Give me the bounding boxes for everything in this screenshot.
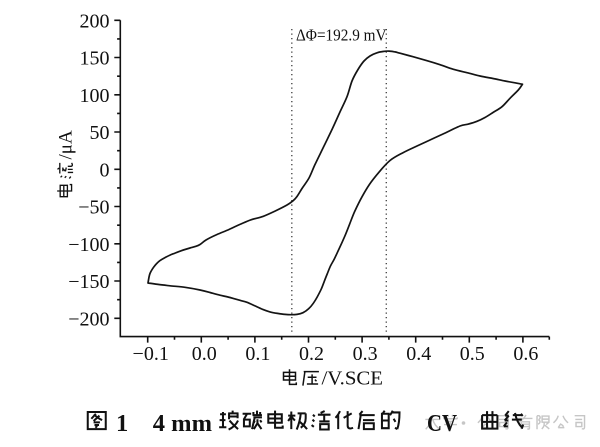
- svg-text:−50: −50: [78, 197, 109, 219]
- svg-text:0.2: 0.2: [299, 343, 324, 365]
- svg-text:−100: −100: [68, 234, 109, 256]
- svg-text:0: 0: [100, 159, 110, 181]
- svg-text:100: 100: [80, 85, 110, 107]
- svg-text:0.1: 0.1: [245, 343, 270, 365]
- svg-text:0.5: 0.5: [460, 343, 485, 365]
- svg-text:ΔΦ=192.9 mV: ΔΦ=192.9 mV: [296, 26, 387, 45]
- svg-text:150: 150: [80, 48, 110, 70]
- svg-text:4 mm: 4 mm: [153, 410, 212, 437]
- svg-text:0.4: 0.4: [406, 343, 431, 365]
- svg-text:CV: CV: [427, 410, 457, 437]
- svg-text:200: 200: [80, 10, 110, 32]
- svg-text:0.0: 0.0: [192, 343, 217, 365]
- svg-text:−0.1: −0.1: [133, 343, 169, 365]
- svg-text:1: 1: [116, 410, 128, 437]
- svg-text:0.6: 0.6: [513, 343, 538, 365]
- svg-text:/μA: /μA: [56, 130, 77, 159]
- svg-text:−150: −150: [68, 271, 109, 293]
- svg-text:/V.SCE: /V.SCE: [322, 368, 384, 390]
- svg-text:0.3: 0.3: [353, 343, 378, 365]
- svg-text:−200: −200: [68, 308, 109, 330]
- svg-text:50: 50: [90, 122, 110, 144]
